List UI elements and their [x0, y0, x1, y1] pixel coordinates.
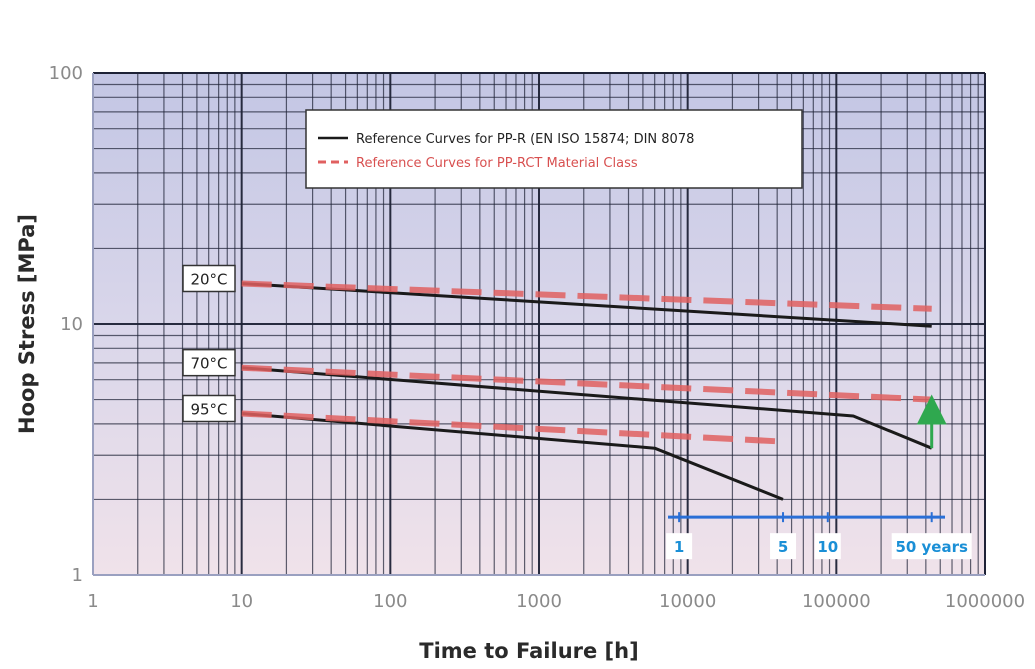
temperature-label-box: [182, 348, 236, 377]
temperature-label: 95°C: [190, 400, 227, 418]
temperature-label-box: [182, 394, 236, 423]
y-tick-label: 10: [60, 314, 83, 335]
legend-label: Reference Curves for PP-R (EN ISO 15874;…: [356, 132, 694, 147]
years-scale-label-box: [814, 533, 841, 560]
temperature-label-box: [182, 264, 236, 293]
x-tick-label: 100000: [802, 591, 871, 612]
legend-label: Reference Curves for PP-RCT Material Cla…: [356, 156, 638, 171]
pp-r-curve-95c: [241, 412, 784, 501]
x-tick-label: 10: [230, 591, 253, 612]
pp-rct-curve-20c: [241, 280, 932, 312]
pp-rct-curve-70c: [241, 364, 932, 403]
pp-r-curve-70c: [241, 366, 933, 450]
legend-box: [305, 109, 803, 189]
x-tick-label: 1000000: [945, 591, 1025, 612]
years-scale-label-box: [666, 533, 693, 560]
x-tick-label: 100: [373, 591, 407, 612]
annotations: 20°C 70°C 95°C 1 5 10 50 years: [182, 264, 972, 560]
pp-rct-curve-95c: [241, 410, 784, 445]
legend: Reference Curves for PP-R (EN ISO 15874;…: [305, 109, 803, 189]
years-scale-label: 10: [817, 538, 838, 556]
years-scale-label: 5: [778, 538, 788, 556]
x-tick-label: 1: [87, 591, 98, 612]
y-axis-title: Hoop Stress [MPa]: [15, 214, 39, 434]
years-scale-label: 50 years: [895, 538, 968, 556]
years-scale-label-box: [891, 533, 972, 560]
grid: [92, 72, 986, 576]
x-axis-title: Time to Failure [h]: [419, 639, 638, 663]
axes: 1 10 100 1000 10000 100000 1000000 1 10 100 Time t…: [15, 63, 1025, 663]
years-scale-label-box: [770, 533, 797, 560]
temperature-label: 70°C: [190, 355, 227, 373]
y-tick-label: 100: [49, 63, 83, 84]
y-tick-label: 1: [72, 565, 83, 586]
years-scale-label: 1: [674, 538, 684, 556]
x-tick-label: 10000: [659, 591, 716, 612]
x-tick-label: 1000: [516, 591, 562, 612]
pp-r-curve-20c: [241, 282, 932, 328]
temperature-label: 20°C: [190, 270, 227, 288]
series-layer: [241, 280, 933, 501]
